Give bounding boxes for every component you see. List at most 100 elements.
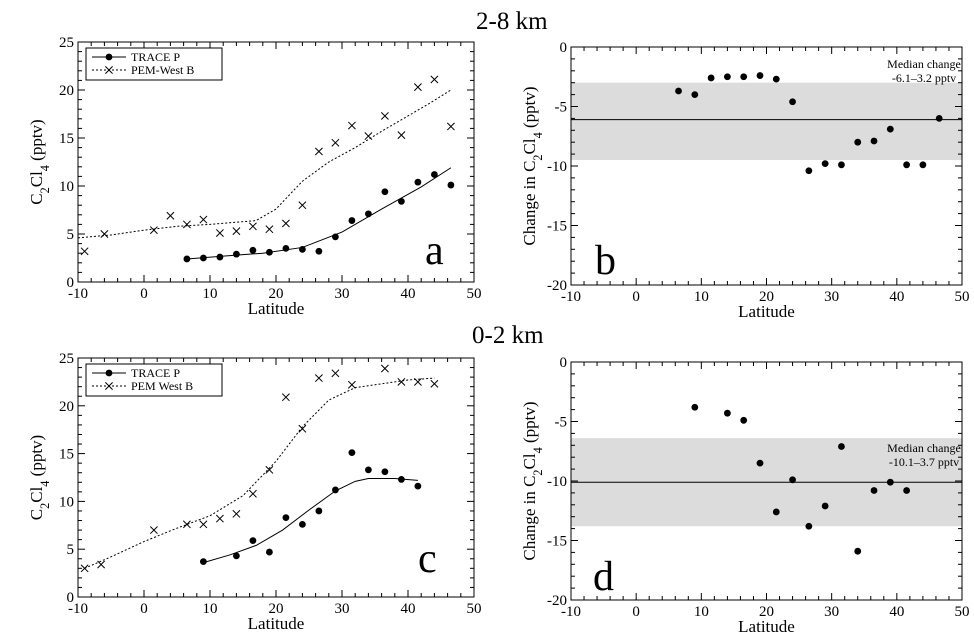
- y-tick-label: 25: [59, 351, 74, 367]
- panel-letter: c: [418, 536, 437, 582]
- y-tick-label: -20: [547, 593, 567, 609]
- x-tick-label: 10: [203, 286, 218, 302]
- x-axis-label: Latitude: [738, 617, 795, 636]
- x-tick-label: 20: [759, 289, 774, 305]
- y-tick-label: 0: [67, 275, 75, 291]
- data-point-cross: [397, 377, 406, 386]
- data-point-dot: [200, 254, 207, 262]
- header-0-2-km: 0-2 km: [472, 322, 544, 349]
- data-point-dot: [414, 482, 422, 490]
- data-point-cross: [80, 247, 89, 256]
- data-point-cross: [265, 225, 274, 234]
- x-tick-label: 30: [335, 601, 350, 617]
- data-point-dot: [233, 552, 240, 560]
- legend-box: [85, 47, 223, 81]
- data-point-dot: [821, 502, 829, 510]
- y-axis-label: Change in C2Cl4 (pptv): [520, 86, 545, 245]
- legend-box: [85, 363, 223, 397]
- y-tick-label: 20: [59, 83, 74, 99]
- data-point-dot: [381, 188, 389, 196]
- x-tick-label: 0: [632, 289, 640, 305]
- y-tick-label: -15: [547, 534, 567, 550]
- data-point-cross: [149, 526, 158, 535]
- data-point-cross: [347, 380, 356, 389]
- data-point-dot: [200, 558, 207, 566]
- x-tick-label: 20: [269, 601, 284, 617]
- data-point-dot: [772, 508, 780, 516]
- y-axis-label: Change in C2Cl4 (pptv): [520, 401, 545, 560]
- data-point-cross: [149, 226, 158, 235]
- data-point-dot: [789, 476, 796, 484]
- y-tick-label: -20: [547, 278, 567, 294]
- data-point-dot: [740, 416, 748, 424]
- data-point-cross: [215, 514, 224, 523]
- data-point-cross: [265, 465, 274, 474]
- data-point-dot: [772, 75, 780, 83]
- y-tick-label: 25: [59, 35, 74, 51]
- data-point-dot: [805, 167, 813, 175]
- x-tick-label: 20: [269, 286, 284, 302]
- legend-label: PEM-West B: [131, 63, 194, 77]
- data-point-cross: [199, 520, 208, 529]
- data-point-cross: [364, 132, 373, 141]
- x-tick-label: 40: [889, 289, 904, 305]
- data-point-cross: [281, 393, 290, 402]
- data-point-cross: [215, 229, 224, 237]
- y-tick-label: -15: [547, 219, 567, 235]
- header-2-8-km: 2-8 km: [476, 8, 548, 35]
- panel-letter: d: [593, 554, 614, 600]
- data-point-dot: [740, 73, 748, 81]
- legend-label: PEM West B: [131, 379, 193, 393]
- data-point-dot: [381, 468, 389, 476]
- fit-line-dot: [203, 477, 418, 564]
- x-tick-label: -10: [68, 286, 88, 302]
- fit-line-dot: [186, 167, 452, 260]
- x-tick-label: 10: [203, 601, 218, 617]
- y-tick-label: -5: [555, 100, 568, 116]
- x-tick-label: -10: [561, 604, 581, 620]
- data-point-dot: [854, 547, 862, 555]
- data-point-cross: [413, 377, 422, 386]
- x-tick-label: 50: [955, 289, 970, 305]
- data-point-dot: [183, 255, 191, 263]
- x-tick-label: 20: [759, 604, 774, 620]
- legend-marker-dot: [105, 53, 113, 61]
- data-point-cross: [314, 374, 323, 383]
- data-point-dot: [870, 137, 878, 145]
- data-point-dot: [724, 73, 731, 81]
- data-point-cross: [380, 364, 389, 373]
- median-band: [571, 82, 962, 161]
- annotation-line2: -6.1–3.2 pptv: [892, 71, 956, 85]
- data-point-dot: [365, 210, 372, 218]
- data-point-cross: [430, 379, 439, 388]
- data-point-cross: [281, 219, 290, 228]
- data-point-dot: [886, 478, 894, 486]
- data-point-dot: [365, 466, 372, 474]
- panel-b: -10 0 10 20 30 40 50 -20 -15 -10 -5 0 Latitude Change…: [520, 40, 970, 321]
- data-point-cross: [182, 220, 191, 229]
- data-point-dot: [348, 217, 356, 224]
- data-point-dot: [935, 115, 943, 122]
- y-tick-label: -10: [547, 474, 567, 490]
- data-point-dot: [249, 537, 257, 544]
- data-point-cross: [446, 122, 455, 131]
- y-tick-label: 0: [560, 355, 568, 371]
- data-point-dot: [315, 507, 323, 515]
- x-tick-label: 50: [467, 601, 482, 617]
- x-tick-label: 40: [401, 601, 416, 617]
- data-point-dot: [315, 247, 323, 255]
- x-tick-label: 0: [140, 601, 148, 617]
- data-point-cross: [331, 138, 340, 147]
- y-tick-label: -5: [555, 415, 568, 431]
- data-point-cross: [182, 520, 191, 529]
- y-tick-label: -10: [547, 159, 567, 175]
- y-tick-label: 10: [59, 179, 74, 195]
- data-point-dot: [756, 459, 764, 467]
- data-point-dot: [675, 87, 682, 95]
- data-point-cross: [430, 75, 439, 84]
- y-tick-label: 5: [67, 542, 75, 558]
